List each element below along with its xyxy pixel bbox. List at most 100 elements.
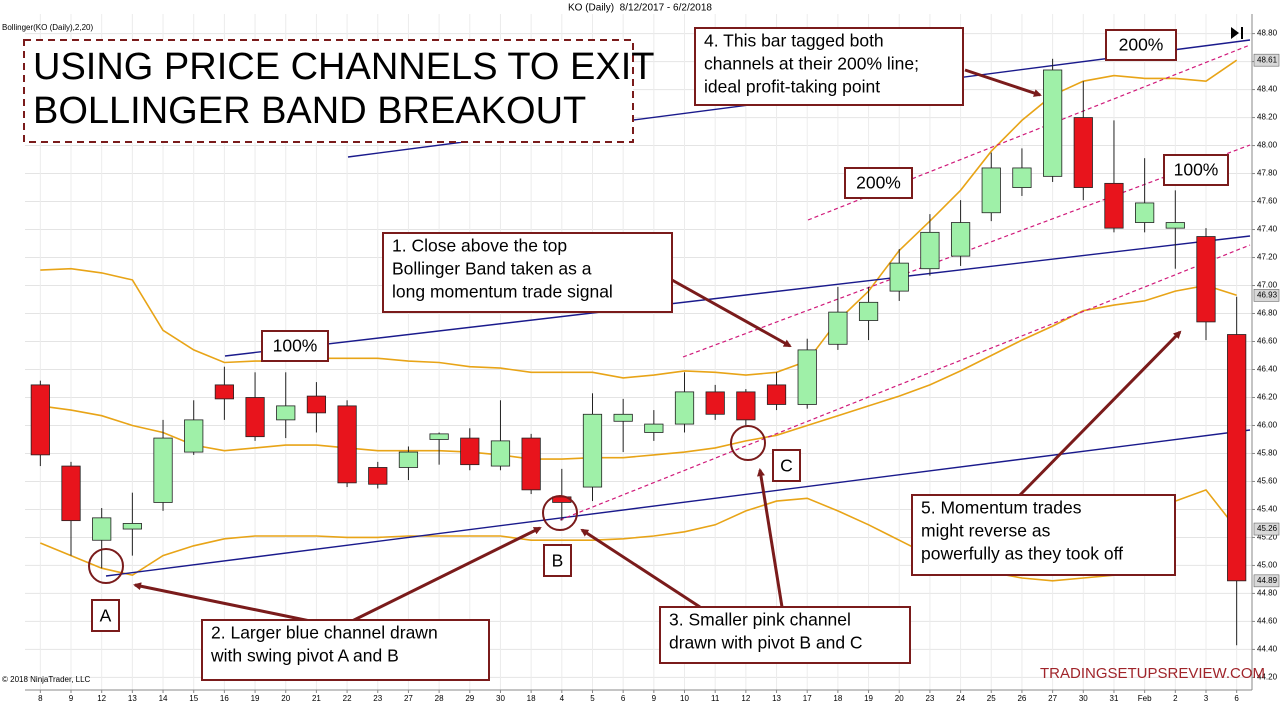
candle-body (460, 437, 480, 466)
candle-body (521, 437, 541, 491)
candle-body (30, 384, 50, 456)
x-tick-label: 29 (465, 694, 474, 703)
annotation-text: 3. Smaller pink channel (669, 610, 851, 630)
x-tick-label: 22 (343, 694, 352, 703)
pink-channel-base (559, 244, 1251, 521)
x-tick-label: 15 (189, 694, 198, 703)
title: USING PRICE CHANNELS TO EXIT (33, 46, 655, 88)
candle-body (306, 395, 327, 414)
candle-body (245, 397, 265, 438)
candle-body (153, 437, 173, 503)
x-tick-label: 30 (496, 694, 505, 703)
y-tick-label: 44.20 (1257, 673, 1278, 682)
x-tick-label: 5 (590, 694, 595, 703)
x-tick-label: 8 (38, 694, 43, 703)
pivot-label: B (552, 551, 564, 571)
arrow (1018, 330, 1182, 497)
annotation-text: drawn with pivot B and C (669, 633, 863, 653)
candle-body (337, 405, 357, 484)
annotation-text: 5. Momentum trades (921, 498, 1082, 518)
price-marker (1253, 522, 1280, 536)
pivot-label: C (780, 456, 793, 476)
price-marker-label: 45.26 (1257, 524, 1278, 533)
annotations: 1. Close above the top Bollinger Band tak… (91, 27, 1229, 681)
x-tick-label: 9 (652, 694, 657, 703)
channel-label: 100% (273, 336, 318, 356)
bollinger-line (40, 284, 1237, 460)
x-tick-label: 19 (251, 694, 260, 703)
candle-body (1165, 222, 1185, 229)
y-tick-label: 46.80 (1257, 309, 1278, 318)
x-tick-label: 11 (711, 694, 720, 703)
annotation-text: might reverse as (921, 521, 1051, 541)
candle-body (398, 451, 419, 468)
candle-body (276, 405, 296, 421)
candle-body (889, 262, 909, 292)
x-tick-label: 12 (741, 694, 750, 703)
candle-body (92, 517, 112, 541)
indicator-label: Bollinger(KO (Daily),2,20) (2, 23, 93, 32)
y-tick-label: 45.40 (1257, 505, 1278, 514)
x-tick-label: 3 (1204, 694, 1209, 703)
y-tick-label: 46.40 (1257, 365, 1278, 374)
arrow (757, 468, 784, 608)
scroll-end-icon[interactable] (1231, 27, 1243, 39)
x-tick-label: 2 (1173, 694, 1178, 703)
y-tick-label: 47.60 (1257, 197, 1278, 206)
candle-body (429, 433, 449, 440)
x-tick-label: 20 (895, 694, 904, 703)
price-marker-label: 46.93 (1257, 290, 1278, 299)
x-tick-label: 28 (435, 694, 444, 703)
annotation-box (694, 27, 964, 106)
x-tick-label: 25 (987, 694, 996, 703)
arrow (349, 526, 542, 624)
y-tick-label: 44.80 (1257, 589, 1278, 598)
channel-label-box (844, 167, 913, 199)
price-marker (1253, 574, 1280, 588)
candle-body (1135, 202, 1155, 223)
x-tick-label: 18 (527, 694, 536, 703)
pivot-circles (88, 425, 766, 584)
arrow (671, 278, 792, 348)
annotation-box (382, 232, 673, 313)
candle-body (674, 391, 695, 425)
candle-body (644, 423, 664, 433)
candle-body (1012, 167, 1032, 188)
candle-body (490, 440, 511, 467)
y-tick-label: 45.00 (1257, 561, 1278, 570)
arrows (133, 68, 1182, 624)
candle-body (61, 465, 81, 522)
arrow (580, 528, 701, 609)
blue-channel-100 (224, 235, 1251, 357)
candle-body (184, 419, 204, 453)
candle-body (582, 413, 603, 488)
pivot-label-box (91, 599, 120, 632)
axes: 48.8048.6048.4048.2048.0047.8047.6047.40… (38, 29, 1280, 703)
candle-body (1227, 334, 1247, 582)
channel-label: 200% (1119, 35, 1164, 55)
x-tick-label: 9 (69, 694, 74, 703)
annotation-box (911, 494, 1176, 576)
x-tick-label: 26 (1017, 694, 1026, 703)
y-tick-label: 47.20 (1257, 253, 1278, 262)
x-tick-label: 20 (281, 694, 290, 703)
x-tick-label: 14 (159, 694, 168, 703)
title-box (23, 39, 634, 143)
x-tick-label: 23 (925, 694, 934, 703)
price-marker (1253, 289, 1280, 302)
price-marker-label: 44.89 (1257, 576, 1278, 585)
title: BOLLINGER BAND BREAKOUT (33, 90, 586, 132)
x-tick-label: 18 (833, 694, 842, 703)
x-tick-label: 13 (128, 694, 137, 703)
candle-body (613, 413, 633, 422)
y-tick-label: 44.40 (1257, 645, 1278, 654)
pivot-circle (542, 495, 578, 531)
arrow (964, 68, 1042, 97)
candle-body (1104, 182, 1124, 229)
annotation-text: 1. Close above the top (392, 236, 567, 256)
y-tick-label: 48.80 (1257, 29, 1278, 38)
x-tick-label: 17 (803, 694, 812, 703)
candle-body (1073, 117, 1093, 188)
annotation-box (201, 619, 490, 681)
y-tick-label: 45.20 (1257, 533, 1278, 542)
